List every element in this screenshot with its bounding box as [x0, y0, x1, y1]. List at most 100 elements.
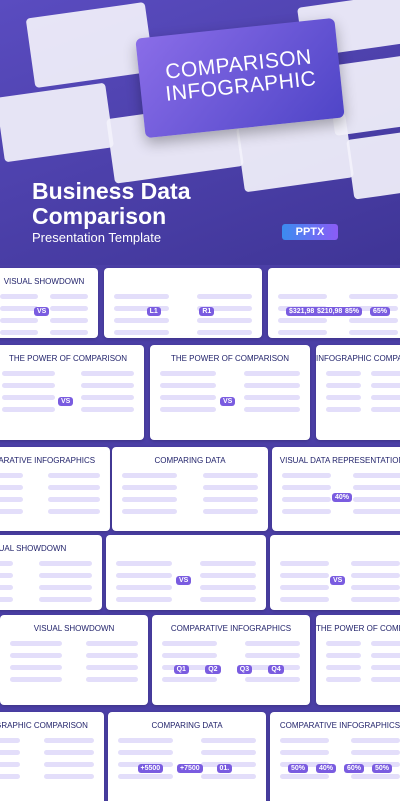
decor-bar — [86, 641, 138, 646]
decor-bar — [38, 597, 92, 602]
decor-bar — [326, 383, 361, 388]
decor-bar — [162, 665, 218, 670]
slide-thumbnail: INFOGRAPHIC COMPARISON — [0, 712, 104, 801]
decor-bar — [196, 318, 252, 323]
decor-bar — [200, 774, 256, 779]
decor-bar — [80, 407, 134, 412]
decor-bar — [43, 738, 94, 743]
decor-bar — [278, 294, 327, 299]
decor-bar — [244, 677, 300, 682]
slide-title: VISUAL SHOWDOWN — [33, 624, 115, 633]
decor-bar — [10, 677, 62, 682]
decor-bar — [0, 597, 14, 602]
slide-label: 65% — [370, 306, 391, 316]
decor-bar — [349, 330, 398, 335]
decor-bar — [351, 738, 400, 743]
slide-label: R1 — [199, 306, 215, 316]
slide-title: VISUAL SHOWDOWN — [0, 544, 67, 553]
decor-bar — [0, 573, 14, 578]
slide-label: $210,986 — [314, 306, 350, 316]
decor-bar — [122, 497, 177, 502]
decor-bar — [200, 573, 256, 578]
decor-bar — [351, 585, 400, 590]
decor-bar — [2, 407, 56, 412]
decor-bar — [282, 485, 331, 490]
decor-bar — [43, 750, 94, 755]
decor-bar — [326, 677, 361, 682]
bg-slide — [0, 82, 114, 163]
decor-bar — [38, 561, 92, 566]
slide-thumbnail: VISUAL DATA REPRESENTATION 40% — [272, 447, 400, 531]
slide-thumbnail: INFOGRAPHIC COMPARISON — [316, 345, 400, 440]
slide-label: VS — [34, 306, 50, 316]
decor-bar — [2, 383, 56, 388]
decor-bar — [371, 677, 400, 682]
decor-bar — [244, 407, 300, 412]
decor-bar — [371, 641, 400, 646]
decor-bar — [280, 585, 329, 590]
decor-bar — [47, 509, 100, 514]
decor-bar — [114, 330, 170, 335]
decor-bar — [160, 371, 216, 376]
decor-bar — [280, 573, 329, 578]
decor-bar — [200, 585, 256, 590]
decor-bar — [351, 774, 400, 779]
decor-bar — [203, 509, 258, 514]
slide-label: +7500 — [177, 764, 203, 774]
decor-bar — [278, 318, 327, 323]
decor-bar — [80, 395, 134, 400]
heading: Comparison — [32, 203, 167, 229]
slide-label: 40% — [332, 493, 353, 503]
slide-label: 50% — [372, 764, 393, 774]
decor-bar — [47, 473, 100, 478]
decor-bar — [353, 497, 400, 502]
slide-label: 01. — [216, 764, 233, 774]
decor-bar — [351, 573, 400, 578]
decor-bar — [282, 473, 331, 478]
decor-bar — [326, 665, 361, 670]
decor-bar — [122, 485, 177, 490]
slide-thumbnail: COMPARING DATA +5500 +7500 01. — [108, 712, 266, 801]
decor-bar — [203, 497, 258, 502]
decor-bar — [326, 653, 361, 658]
decor-bar — [0, 561, 14, 566]
decor-bar — [2, 371, 56, 376]
slide-title: COMPARATIVE INFOGRAPHICS — [170, 624, 292, 633]
decor-bar — [203, 473, 258, 478]
decor-bar — [244, 371, 300, 376]
slide-title: THE POWER OF COMPARISON — [316, 624, 400, 633]
slide-thumbnail: VISUAL SHOWDOWN VS — [0, 268, 98, 338]
decor-bar — [50, 318, 88, 323]
decor-bar — [371, 371, 400, 376]
slide-label: VS — [330, 576, 346, 586]
decor-bar — [196, 294, 252, 299]
decor-bar — [80, 383, 134, 388]
decor-bar — [196, 306, 252, 311]
decor-bar — [0, 585, 14, 590]
decor-bar — [280, 597, 329, 602]
slide-thumbnail: L1 R1 — [104, 268, 262, 338]
slide-label: L1 — [146, 306, 161, 316]
hero-card: COMPARISON INFOGRAPHIC — [135, 17, 345, 139]
decor-bar — [47, 497, 100, 502]
decor-bar — [353, 485, 400, 490]
slide-thumbnail: COMPARATIVE INFOGRAPHICS 50% 40% 60% 50% — [270, 712, 400, 801]
decor-bar — [122, 509, 177, 514]
decor-bar — [10, 665, 62, 670]
slide-label: 60% — [344, 764, 365, 774]
decor-bar — [280, 750, 329, 755]
decor-bar — [160, 407, 216, 412]
heading: Business Data — [32, 178, 191, 204]
decor-bar — [47, 485, 100, 490]
decor-bar — [282, 509, 331, 514]
badge: PPTX — [282, 224, 338, 240]
slide-title: INFOGRAPHIC COMPARISON — [0, 721, 88, 730]
decor-bar — [371, 383, 400, 388]
slide-thumbnail: COMPARATIVE INFOGRAPHICS — [0, 447, 110, 531]
decor-bar — [196, 330, 252, 335]
slide-label: 85% — [342, 306, 363, 316]
decor-bar — [0, 485, 23, 490]
slide-label: +5500 — [137, 764, 164, 774]
slide-title: VISUAL SHOWDOWN — [3, 277, 85, 286]
decor-bar — [371, 395, 400, 400]
